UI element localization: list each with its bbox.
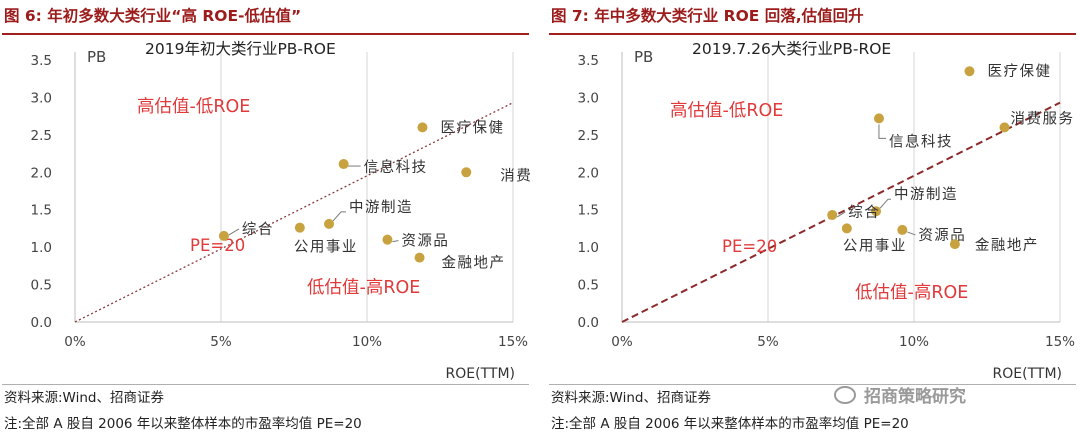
region-annotation: 高估值-低ROE	[670, 101, 783, 121]
figure-title: 图 6: 年初多数大类行业“高 ROE-低估值”	[4, 7, 302, 25]
y-tick-label: 1.0	[31, 240, 52, 256]
wechat-icon	[834, 386, 856, 404]
x-tick-label: 0%	[611, 334, 633, 350]
scatter-chart-right: 0.0 0.5 1.0 1.5 2.0 2.5 3.0 3.5 0% 5% 10% 15% ROE(TT…	[578, 40, 1076, 382]
point-leader-line	[878, 124, 886, 139]
y-tick-label: 1.5	[578, 203, 599, 219]
scatter-point	[841, 223, 852, 234]
source-rule	[549, 384, 1076, 385]
x-tick-label: 15%	[1045, 334, 1075, 350]
y-tick-label: 2.0	[578, 165, 599, 181]
y-tick-label: 2.5	[578, 128, 599, 144]
point-leader-line	[907, 231, 916, 236]
x-tick-label: 0%	[64, 334, 86, 350]
point-leader-line	[836, 211, 846, 218]
point-label: 中游制造	[349, 199, 413, 216]
y-axis-label: PB	[634, 48, 653, 66]
point-label: 中游制造	[894, 186, 958, 203]
y-axis-label: PB	[87, 48, 106, 66]
title-rule	[549, 33, 1076, 35]
chart-title: 2019年初大类行业PB-ROE	[145, 40, 336, 58]
point-label: 医疗保健	[440, 119, 504, 136]
point-label: 综合	[242, 221, 274, 238]
source-text: 资料来源:Wind、招商证券	[4, 390, 164, 406]
scatter-point	[338, 159, 349, 170]
pe-line-label: PE=20	[190, 236, 245, 255]
point-leader-line	[392, 240, 399, 243]
pe-20-line	[621, 101, 1061, 323]
region-annotation: 高估值-低ROE	[137, 97, 250, 117]
y-tick-label: 0.5	[578, 278, 599, 294]
source-rule	[2, 384, 529, 385]
y-tick-label: 3.0	[31, 90, 52, 106]
title-rule	[2, 33, 529, 35]
scatter-point	[461, 167, 472, 178]
point-label: 信息科技	[364, 159, 428, 176]
source-text: 资料来源:Wind、招商证券	[551, 390, 711, 406]
point-label: 消费服务	[1011, 110, 1075, 127]
y-tick-label: 0.0	[578, 315, 599, 331]
point-label: 消费服务	[500, 167, 533, 184]
pe-20-line	[74, 102, 514, 323]
note-text: 注:全部 A 股自 2006 年以来整体样本的市盈率均值 PE=20	[551, 416, 909, 432]
point-label: 综合	[848, 204, 880, 221]
point-label: 医疗保健	[987, 63, 1051, 80]
scatter-point	[324, 218, 335, 229]
y-tick-label: 2.0	[31, 165, 52, 181]
x-tick-label: 5%	[757, 334, 779, 350]
x-tick-label: 5%	[210, 334, 232, 350]
y-tick-label: 3.5	[31, 53, 52, 69]
scatter-point	[873, 113, 884, 124]
point-label: 公用事业	[843, 237, 907, 254]
y-tick-label: 3.0	[578, 90, 599, 106]
point-leader-line	[879, 198, 892, 209]
point-label: 资源品	[401, 233, 449, 250]
x-tick-label: 10%	[352, 334, 382, 350]
chart-title: 2019.7.26大类行业PB-ROE	[692, 40, 891, 58]
scatter-point	[414, 252, 425, 263]
watermark: 招商策略研究	[834, 382, 966, 407]
point-leader-line	[228, 228, 240, 236]
scatter-point	[827, 209, 838, 220]
scatter-point	[999, 122, 1010, 133]
region-annotation: 低估值-高ROE	[307, 278, 420, 298]
figure-title: 图 7: 年中多数大类行业 ROE 回落,估值回升	[551, 7, 864, 25]
point-leader-line	[332, 211, 347, 222]
region-annotation: 低估值-高ROE	[855, 283, 968, 303]
x-axis-label: ROE(TTM)	[446, 366, 515, 382]
y-tick-label: 0.5	[31, 278, 52, 294]
scatter-point	[218, 230, 229, 241]
figure-7-panel: 图 7: 年中多数大类行业 ROE 回落,估值回升 0.0 0.5 1.0 1.5 2.…	[547, 0, 1080, 443]
scatter-chart-left: 0.0 0.5 1.0 1.5 2.0 2.5 3.0 3.5 0% 5% 10% 15% ROE(TT…	[31, 40, 533, 382]
figure-6-panel: 图 6: 年初多数大类行业“高 ROE-低估值” 0.0 0.5 1.0 1.5 2.0…	[0, 0, 533, 443]
watermark-text: 招商策略研究	[864, 387, 966, 407]
x-axis-label: ROE(TTM)	[993, 366, 1062, 382]
scatter-point	[382, 234, 393, 245]
note-text: 注:全部 A 股自 2006 年以来整体样本的市盈率均值 PE=20	[4, 416, 362, 432]
y-tick-label: 1.0	[578, 240, 599, 256]
scatter-point	[871, 206, 882, 217]
point-label: 公用事业	[294, 239, 358, 256]
scatter-point	[949, 239, 960, 250]
y-tick-label: 2.5	[31, 128, 52, 144]
scatter-point	[417, 122, 428, 133]
point-label: 金融地产	[442, 255, 506, 272]
y-tick-label: 3.5	[578, 53, 599, 69]
y-tick-label: 0.0	[31, 315, 52, 331]
point-label: 信息科技	[889, 133, 953, 150]
point-label: 金融地产	[975, 237, 1039, 254]
pe-line-label: PE=20	[722, 237, 777, 256]
x-tick-label: 15%	[498, 334, 528, 350]
scatter-point	[294, 222, 305, 233]
x-tick-label: 10%	[899, 334, 929, 350]
scatter-point	[897, 224, 908, 235]
y-tick-label: 1.5	[31, 203, 52, 219]
scatter-point	[964, 66, 975, 77]
point-label: 资源品	[918, 227, 966, 244]
